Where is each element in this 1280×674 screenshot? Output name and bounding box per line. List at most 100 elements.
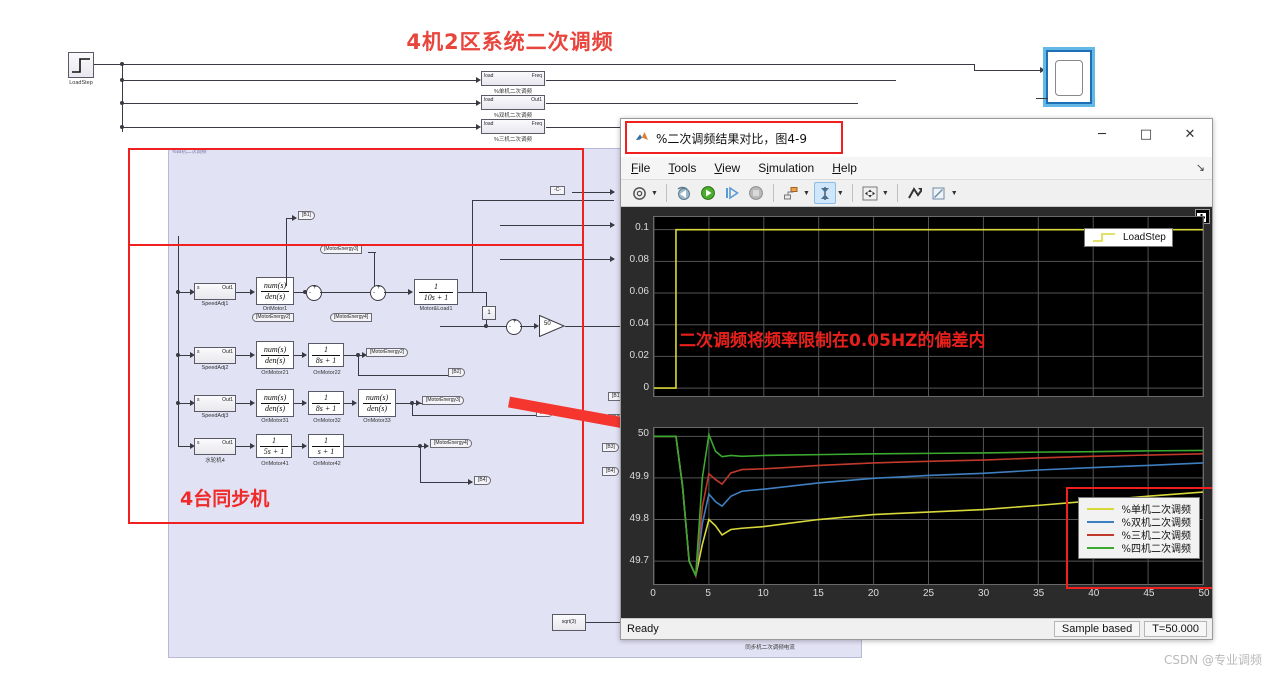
- goto-tag-motorenergy4-b[interactable]: [MotorEnergy4]: [430, 439, 473, 448]
- configuration-properties-icon[interactable]: [628, 182, 650, 204]
- chevron-down-icon[interactable]: ▼: [950, 189, 958, 197]
- constant-tag[interactable]: -C-: [550, 186, 565, 195]
- cursor-measurements-icon[interactable]: [813, 182, 836, 204]
- scope-title-bar[interactable]: %二次调频结果对比，图4-9 ─ □ ✕: [621, 119, 1212, 157]
- subsystem-block-1[interactable]: load Freq: [481, 71, 545, 86]
- run-icon[interactable]: [697, 182, 719, 204]
- port-out-label: Freq: [531, 121, 542, 127]
- from-tag-motorenergy4-a[interactable]: [MotorEnergy4]: [330, 313, 373, 322]
- tf-fraction-bar: [362, 402, 392, 404]
- wire: [122, 80, 478, 81]
- menu-simulation[interactable]: Simulation: [758, 161, 815, 175]
- sqrt3-block[interactable]: sqrt(3): [552, 614, 586, 631]
- goto-tag-motorenergy2-b[interactable]: [MotorEnergy2]: [366, 348, 409, 357]
- page-title: 4机2区系统二次调频: [406, 30, 614, 54]
- minimize-button[interactable]: ─: [1098, 126, 1106, 142]
- x-tick-label: 20: [867, 588, 879, 599]
- scope-status-bar: Ready Sample based T=50.000: [621, 618, 1212, 639]
- highlight-signal-icon[interactable]: [928, 182, 950, 204]
- orimotor31-block[interactable]: num(s) den(s): [256, 389, 294, 417]
- speedadj2-label: SpeedAdj2: [201, 365, 229, 371]
- chevron-down-icon[interactable]: ▼: [836, 189, 844, 197]
- wire: [500, 259, 614, 260]
- menu-help[interactable]: Help: [832, 161, 857, 175]
- bottom-plot[interactable]: 49.7 49.8 49.9 50 0 5 10 15 20 25 30 35 40 45 50 %单机二…: [621, 403, 1212, 618]
- wire: [236, 403, 252, 404]
- speedadj2-block[interactable]: s Out1: [194, 347, 236, 364]
- tag-b3-left[interactable]: [B3]: [602, 443, 619, 452]
- tf-numerator: num(s): [263, 344, 287, 354]
- top-plot[interactable]: 0 0.02 0.04 0.06 0.08 0.1 LoadStep 二次调频将频率限制在…: [621, 207, 1212, 403]
- scope-plot-canvas[interactable]: 0 0.02 0.04 0.06 0.08 0.1 LoadStep 二次调频将频率限制在…: [621, 207, 1212, 618]
- tf-fraction-bar: [312, 445, 340, 447]
- wire: [122, 103, 478, 104]
- chevron-down-icon[interactable]: ▼: [881, 189, 889, 197]
- legend-item[interactable]: %三机二次调频: [1087, 528, 1191, 542]
- legend-item[interactable]: %双机二次调频: [1087, 515, 1191, 529]
- orimotor1-label: OriMotor1: [262, 306, 288, 312]
- legend-color-swatch: [1087, 533, 1115, 536]
- tf-denominator: 8s + 1: [315, 355, 337, 365]
- subsystem-block-2[interactable]: load Out1: [481, 95, 545, 110]
- chevron-down-icon[interactable]: ▼: [802, 189, 810, 197]
- scope-window[interactable]: %二次调频结果对比，图4-9 ─ □ ✕ File Tools View Sim…: [620, 118, 1213, 640]
- sum-block-3[interactable]: - +: [506, 319, 522, 335]
- hydro4-block[interactable]: s Out1: [194, 438, 236, 455]
- menu-file[interactable]: File: [631, 161, 651, 175]
- tf-fraction-bar: [260, 402, 290, 404]
- scope-toolbar[interactable]: ▼: [621, 180, 1212, 207]
- wire: [412, 415, 536, 416]
- wire: [236, 446, 252, 447]
- orimotor33-block[interactable]: num(s) den(s): [358, 389, 396, 417]
- legend-item[interactable]: %四机二次调频: [1087, 541, 1191, 555]
- wire: [384, 292, 412, 293]
- stop-icon[interactable]: [745, 182, 767, 204]
- wire-arrow: [190, 400, 195, 406]
- orimotor42-block[interactable]: 1 s + 1: [308, 434, 344, 458]
- scale-axes-limits-icon[interactable]: [859, 182, 881, 204]
- wire-arrow: [250, 289, 255, 295]
- y-tick-label: 49.9: [629, 470, 649, 482]
- menu-tools[interactable]: Tools: [668, 161, 697, 175]
- constant-one-block[interactable]: 1: [482, 306, 496, 320]
- style-icon[interactable]: [904, 182, 926, 204]
- motor-load1-block[interactable]: 1 10s + 1: [414, 279, 458, 305]
- goto-tag-b1[interactable]: [B1]: [298, 211, 315, 220]
- close-button[interactable]: ✕: [1184, 126, 1196, 142]
- speedadj3-block[interactable]: s Out1: [194, 395, 236, 412]
- orimotor21-block[interactable]: num(s) den(s): [256, 341, 294, 369]
- gain-50-block[interactable]: 50: [539, 315, 565, 337]
- menu-view[interactable]: View: [714, 161, 741, 175]
- tf-numerator: 1: [324, 392, 328, 402]
- layout-icon[interactable]: [780, 182, 802, 204]
- subsystem-block-3[interactable]: load Freq: [481, 119, 545, 134]
- goto-tag-b4[interactable]: [B4]: [474, 476, 491, 485]
- tag-b4-left[interactable]: [B4]: [602, 467, 619, 476]
- scope-menu-bar[interactable]: File Tools View Simulation Help ↘: [621, 157, 1212, 180]
- orimotor32-block[interactable]: 1 8s + 1: [308, 391, 344, 415]
- menu-expand-icon[interactable]: ↘: [1195, 162, 1205, 174]
- sum-block-1[interactable]: - +: [306, 285, 322, 301]
- orimotor1-block[interactable]: num(s) den(s): [256, 277, 294, 305]
- orimotor22-block[interactable]: 1 8s + 1: [308, 343, 344, 367]
- window-controls[interactable]: ─ □ ✕: [1080, 119, 1212, 157]
- wire-arrow: [424, 443, 429, 449]
- bottom-plot-legend[interactable]: %单机二次调频 %双机二次调频 %三机二次调频 %四机二次调频: [1078, 497, 1200, 559]
- wire-node: [176, 353, 180, 357]
- top-plot-legend[interactable]: LoadStep: [1084, 228, 1173, 247]
- legend-item[interactable]: %单机二次调频: [1087, 502, 1191, 516]
- scope-block[interactable]: [1046, 50, 1092, 104]
- loadstep-block[interactable]: [68, 52, 94, 78]
- legend-color-swatch: [1087, 520, 1115, 523]
- goto-tag-motorenergy3-b[interactable]: [MotorEnergy3]: [422, 396, 465, 405]
- wire: [178, 446, 192, 447]
- speedadj1-block[interactable]: s Out1: [194, 283, 236, 300]
- maximize-button[interactable]: □: [1139, 126, 1153, 142]
- run-back-to-start-icon[interactable]: [673, 182, 695, 204]
- step-forward-icon[interactable]: [721, 182, 743, 204]
- from-tag-motorenergy2-a[interactable]: [MotorEnergy2]: [252, 313, 295, 322]
- goto-tag-b2[interactable]: [B2]: [448, 368, 465, 377]
- orimotor41-block[interactable]: 1 5s + 1: [256, 434, 292, 458]
- sum-block-2[interactable]: - +: [370, 285, 386, 301]
- chevron-down-icon[interactable]: ▼: [651, 189, 658, 197]
